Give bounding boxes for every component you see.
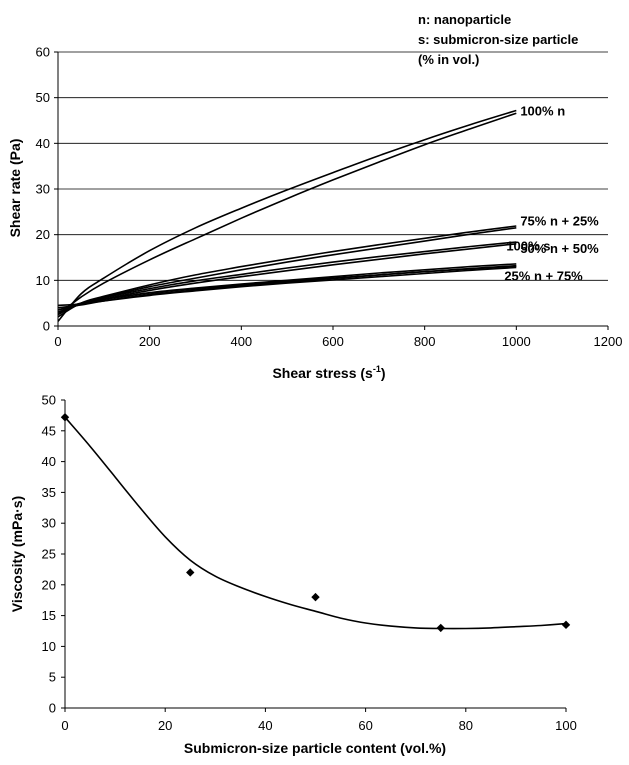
- y-tick-label: 5: [49, 670, 56, 685]
- series-line-down-3: [57, 243, 517, 311]
- bottom-y-axis-label: Viscosity (mPa·s): [9, 496, 25, 612]
- series-line-down-5: [57, 266, 517, 307]
- top-y-ticks: 0 10 20 30 40 50 60: [36, 45, 58, 334]
- y-tick-label: 20: [42, 577, 56, 592]
- x-tick-label: 200: [139, 334, 161, 349]
- legend-line-2: s: submicron-size particle: [418, 32, 578, 47]
- series-line-up-1: [57, 109, 517, 322]
- series-line-down-1: [57, 112, 517, 316]
- series-line-up-3: [57, 241, 517, 316]
- series-label-5: 25% n + 75%: [504, 269, 583, 284]
- top-grid: [58, 51, 608, 281]
- series-label-2: 75% n + 25%: [520, 214, 599, 229]
- x-tick-label: 1000: [502, 334, 531, 349]
- x-tick-label: 40: [258, 718, 272, 733]
- y-tick-label: 50: [36, 90, 50, 105]
- bottom-x-ticks: 0 20 40 60 80 100: [61, 708, 577, 733]
- x-tick-label: 0: [54, 334, 61, 349]
- y-tick-label: 50: [42, 393, 56, 408]
- y-tick-label: 30: [42, 516, 56, 531]
- top-y-axis-label: Shear rate (Pa): [7, 139, 23, 238]
- legend-note: n: nanoparticle s: submicron-size partic…: [418, 12, 578, 67]
- y-tick-label: 35: [42, 485, 56, 500]
- series-label-1: 100% n: [520, 103, 565, 118]
- x-tick-label: 800: [414, 334, 436, 349]
- legend-line-1: n: nanoparticle: [418, 12, 511, 27]
- y-tick-label: 40: [36, 136, 50, 151]
- x-tick-label: 400: [230, 334, 252, 349]
- bottom-x-axis-label: Submicron-size particle content (vol.%): [184, 740, 446, 756]
- series-line-up-2: [57, 225, 517, 318]
- data-points: [60, 413, 571, 633]
- trend-line: [64, 416, 567, 630]
- shear-chart: 0 10 20 30 40 50 60 0 200 400 600 800 1000 1200 100%…: [7, 12, 622, 381]
- y-tick-label: 0: [49, 701, 56, 716]
- top-series-labels: 100% n 75% n + 25% 50% n + 50%100% s 25% n …: [504, 103, 599, 283]
- y-tick-label: 30: [36, 182, 50, 197]
- x-tick-label: 60: [358, 718, 372, 733]
- y-tick-label: 10: [42, 639, 56, 654]
- series-label-4: 100% s: [506, 238, 550, 253]
- y-tick-label: 0: [43, 319, 50, 334]
- y-tick-label: 45: [42, 423, 56, 438]
- y-tick-label: 15: [42, 608, 56, 623]
- x-tick-label: 1200: [594, 334, 623, 349]
- top-series: [57, 109, 517, 322]
- viscosity-chart: 0 5 10 15 20 25 30 35 40 45 50 0 20 40 60 80 100 Submic…: [9, 393, 577, 757]
- x-tick-label: 20: [158, 718, 172, 733]
- series-label-3: 50% n + 50%: [520, 241, 599, 256]
- y-tick-label: 60: [36, 45, 50, 60]
- data-point-2: [186, 568, 195, 577]
- y-tick-label: 40: [42, 454, 56, 469]
- x-tick-label: 0: [61, 718, 68, 733]
- x-tick-label: 600: [322, 334, 344, 349]
- legend-line-3: (% in vol.): [418, 52, 479, 67]
- x-tick-label: 100: [555, 718, 577, 733]
- y-tick-label: 20: [36, 227, 50, 242]
- series-line-up-5: [57, 265, 517, 311]
- y-tick-label: 10: [36, 273, 50, 288]
- data-point-5: [561, 620, 571, 630]
- data-point-3: [311, 592, 320, 602]
- x-tick-label: 80: [459, 718, 473, 733]
- top-x-ticks: 0 200 400 600 800 1000 1200: [54, 326, 622, 349]
- data-point-4: [436, 623, 445, 633]
- y-tick-label: 25: [42, 547, 56, 562]
- bottom-y-ticks: 0 5 10 15 20 25 30 35 40 45 50: [42, 393, 65, 716]
- top-x-axis-label: Shear stress (s-1): [272, 364, 385, 381]
